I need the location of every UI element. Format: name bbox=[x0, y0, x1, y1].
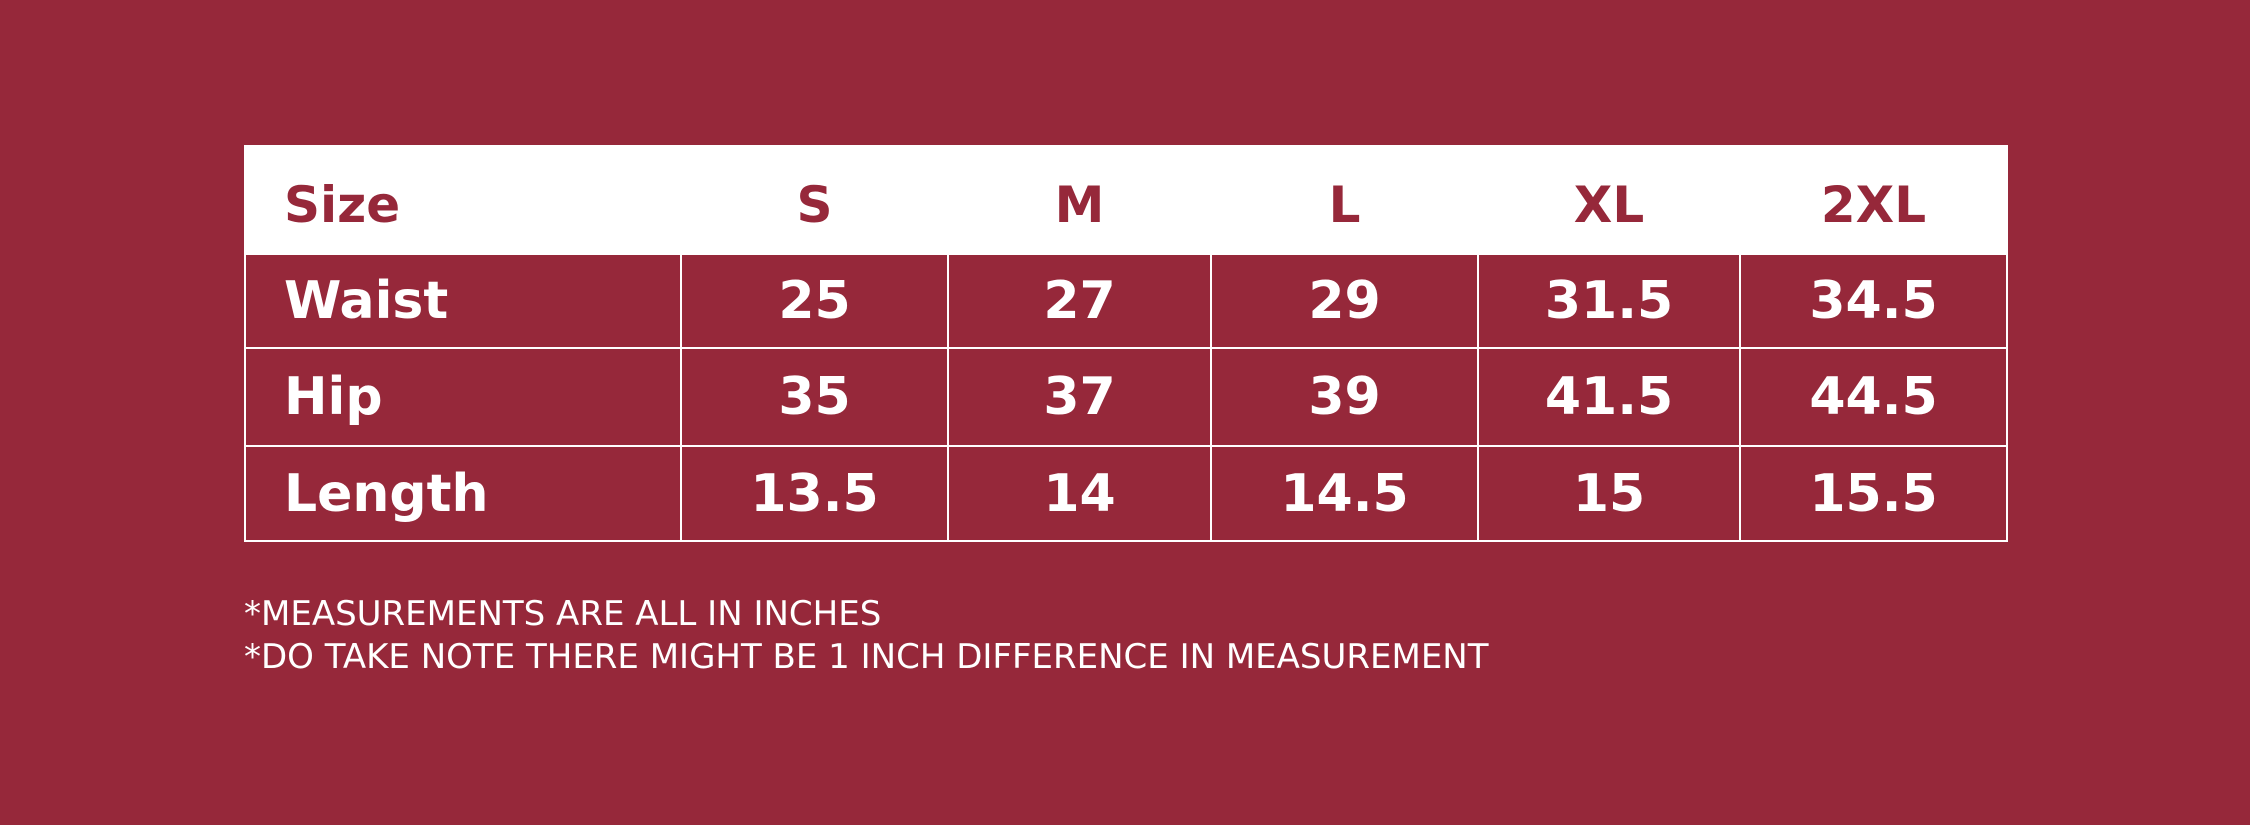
row-label: Length bbox=[244, 445, 682, 542]
header-cell: L bbox=[1210, 145, 1479, 255]
measurement: 44.5 bbox=[1739, 347, 2008, 447]
header-cell: S bbox=[680, 145, 949, 255]
size-table: Size S M L XL 2XL Waist 25 27 29 31.5 34.5 Hip 35 37 3… bbox=[244, 145, 2008, 542]
measurement: 25 bbox=[680, 253, 949, 349]
measurement: 35 bbox=[680, 347, 949, 447]
table-row: Waist 25 27 29 31.5 34.5 bbox=[244, 253, 2008, 349]
measurement: 15 bbox=[1477, 445, 1741, 542]
measurement: 29 bbox=[1210, 253, 1479, 349]
measurement: 37 bbox=[947, 347, 1212, 447]
measurement: 14.5 bbox=[1210, 445, 1479, 542]
measurement: 41.5 bbox=[1477, 347, 1741, 447]
measurement: 13.5 bbox=[680, 445, 949, 542]
header-cell: 2XL bbox=[1739, 145, 2008, 255]
row-label: Waist bbox=[244, 253, 682, 349]
measurement: 39 bbox=[1210, 347, 1479, 447]
measurement: 15.5 bbox=[1739, 445, 2008, 542]
note: *MEASUREMENTS ARE ALL IN INCHES bbox=[244, 594, 882, 634]
note: *DO TAKE NOTE THERE MIGHT BE 1 INCH DIFF… bbox=[244, 637, 1489, 677]
header-cell: XL bbox=[1477, 145, 1741, 255]
table-row: Length 13.5 14 14.5 15 15.5 bbox=[244, 445, 2008, 542]
measurement: 31.5 bbox=[1477, 253, 1741, 349]
header-cell: Size bbox=[244, 145, 682, 255]
table-body: Waist 25 27 29 31.5 34.5 Hip 35 37 39 41.5 44.5 Leng… bbox=[244, 253, 2008, 542]
measurement: 27 bbox=[947, 253, 1212, 349]
row-label: Hip bbox=[244, 347, 682, 447]
header-cell: M bbox=[947, 145, 1212, 255]
header-row: Size S M L XL 2XL bbox=[244, 145, 2008, 255]
measurement: 14 bbox=[947, 445, 1212, 542]
table-header: Size S M L XL 2XL bbox=[244, 145, 2008, 255]
measurement: 34.5 bbox=[1739, 253, 2008, 349]
table-row: Hip 35 37 39 41.5 44.5 bbox=[244, 347, 2008, 447]
notes: *MEASUREMENTS ARE ALL IN INCHES *DO TAKE … bbox=[244, 593, 1489, 679]
